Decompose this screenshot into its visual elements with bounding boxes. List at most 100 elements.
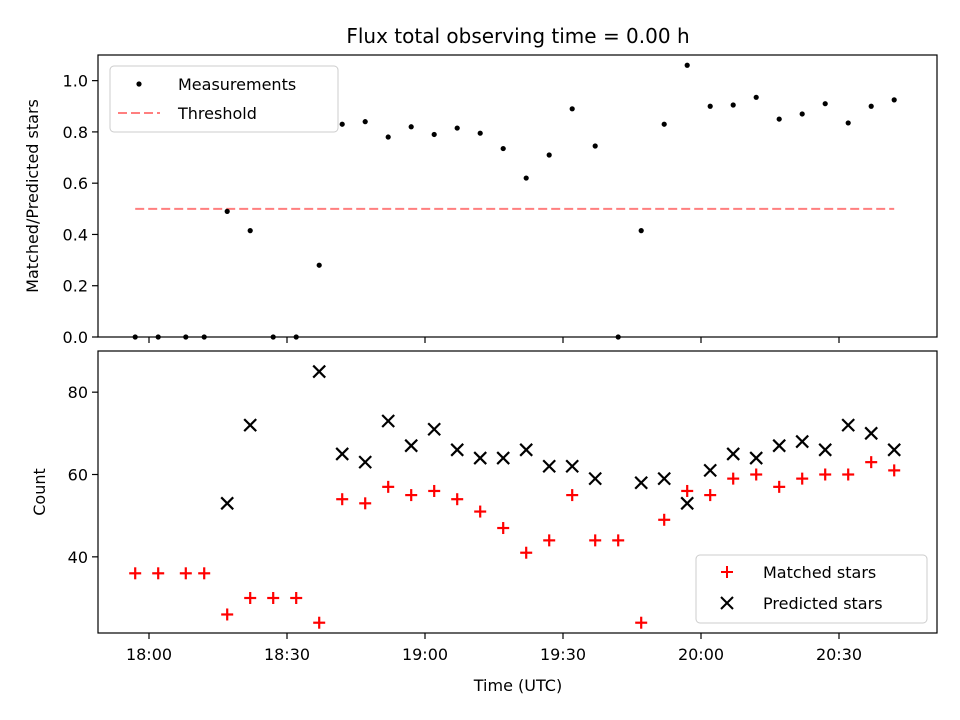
predicted-star-point [588, 471, 602, 486]
predicted-star-point [450, 443, 464, 457]
predicted-star-point [542, 459, 556, 474]
bottom-axes-frame [97, 350, 938, 634]
predicted-star-stroke [335, 447, 349, 461]
top-y-tick-label: 0.0 [63, 328, 88, 347]
matched-star-point [727, 472, 740, 485]
measurement-point [477, 130, 483, 136]
top-legend: Measurements Threshold [109, 65, 339, 133]
predicted-star-point [335, 447, 349, 461]
measurement-point [776, 116, 782, 122]
measurement-point [431, 131, 437, 138]
matched-star-point [267, 592, 280, 605]
matched-star-point [152, 567, 165, 580]
legend-matched-marker [721, 566, 733, 578]
predicted-star-point [381, 414, 395, 428]
bottom-y-tick-label: 60 [68, 466, 88, 485]
predicted-star-stroke [841, 418, 855, 432]
matched-star-point [359, 497, 372, 510]
predicted-star-stroke [680, 496, 694, 511]
bottom-x-tick-label: 19:00 [402, 645, 448, 664]
bottom-y-tick-label: 40 [68, 548, 88, 567]
predicted-star-point [749, 451, 763, 465]
matched-star-point [428, 484, 441, 497]
matched-star-point [451, 493, 464, 506]
predicted-star-stroke [404, 438, 418, 453]
predicted-star-point [657, 471, 671, 486]
matched-star-point [773, 480, 786, 493]
predicted-star-stroke [864, 426, 878, 441]
legend-predicted-marker [720, 596, 734, 610]
measurement-point [247, 228, 253, 234]
measurement-point [822, 101, 828, 107]
matched-star-point [750, 468, 763, 481]
chart-title: Flux total observing time = 0.00 h [346, 24, 689, 48]
predicted-star-stroke [427, 422, 441, 436]
measurement-point [385, 134, 391, 140]
matched-star-point [405, 489, 418, 502]
predicted-star-point [680, 496, 694, 511]
measurement-point [339, 121, 345, 127]
predicted-star-point [772, 438, 786, 453]
top-y-tick-label: 0.4 [63, 225, 88, 244]
predicted-star-stroke [887, 443, 901, 457]
measurement-point [316, 262, 322, 268]
top-y-tick-label: 0.6 [63, 174, 88, 193]
predicted-star-stroke [749, 451, 763, 465]
bottom-x-tick-label: 19:30 [540, 645, 586, 664]
measurement-point [891, 97, 897, 103]
measurement-point [845, 120, 851, 126]
predicted-star-stroke [519, 443, 533, 457]
predicted-star-point [634, 475, 648, 490]
measurement-point [730, 102, 736, 108]
measurement-point [408, 124, 414, 130]
matched-star-point [612, 534, 625, 547]
bottom-y-axis-label: Count [30, 468, 49, 516]
bottom-y-tick-label: 80 [68, 383, 88, 402]
matched-star-point [179, 567, 192, 580]
top-y-tick-label: 0.8 [63, 123, 88, 142]
predicted-star-point [427, 422, 441, 436]
matched-star-point [635, 616, 648, 629]
measurement-point [868, 103, 874, 109]
predicted-star-stroke [634, 475, 648, 490]
predicted-star-stroke [243, 418, 257, 432]
legend-measurements-label: Measurements [178, 75, 296, 94]
predicted-star-point [519, 443, 533, 457]
predicted-star-stroke [772, 438, 786, 453]
measurement-point [684, 62, 690, 68]
predicted-star-stroke [381, 414, 395, 428]
bottom-x-ticks: 18:00 18:30 19:00 19:30 20:00 20:30 [126, 633, 862, 664]
top-axes-frame [97, 54, 938, 338]
top-panel: 0.0 0.2 0.4 0.6 0.8 1.0 Matched/Predicted sta… [23, 54, 938, 347]
top-x-ticks [148, 337, 840, 343]
predicted-star-stroke [542, 459, 556, 474]
matched-star-point [681, 484, 694, 497]
measurement-point [362, 119, 368, 125]
legend-matched-label: Matched stars [763, 563, 876, 582]
legend-predicted-label: Predicted stars [763, 594, 883, 613]
matched-star-point [566, 489, 579, 502]
matched-star-point [842, 468, 855, 481]
matched-star-point [520, 546, 533, 559]
matched-star-point [819, 468, 832, 481]
matched-star-point [497, 522, 510, 535]
top-y-ticks: 0.0 0.2 0.4 0.6 0.8 1.0 [63, 72, 98, 347]
top-y-axis-label: Matched/Predicted stars [23, 99, 42, 293]
predicted-star-point [887, 443, 901, 457]
matched-star-point [244, 592, 257, 605]
predicted-star-point [795, 434, 809, 449]
matched-star-point [796, 472, 809, 485]
predicted-star-point [220, 496, 234, 511]
matched-star-point [290, 592, 303, 605]
predicted-star-stroke [496, 451, 510, 465]
matched-star-point [543, 534, 556, 547]
predicted-star-point [726, 447, 740, 461]
measurement-point [224, 208, 230, 214]
bottom-x-tick-label: 18:00 [126, 645, 172, 664]
matched-star-point [658, 513, 671, 526]
predicted-star-stroke [473, 451, 487, 465]
predicted-star-point [841, 418, 855, 432]
measurement-point [638, 228, 644, 234]
x-axis-label: Time (UTC) [473, 676, 562, 695]
predicted-star-point [312, 364, 326, 379]
